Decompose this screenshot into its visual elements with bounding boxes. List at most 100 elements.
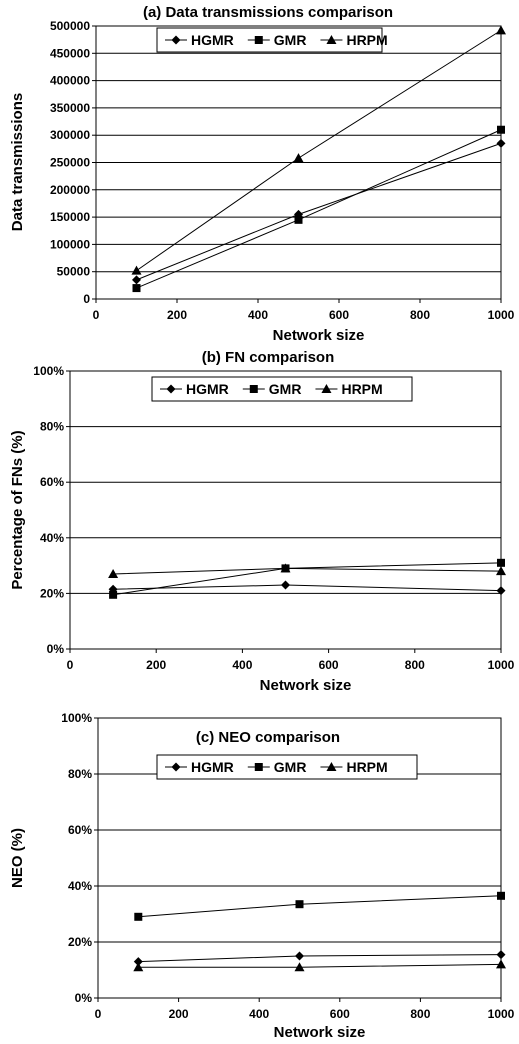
series-line-hgmr (138, 954, 502, 963)
y-tick-label: 60% (40, 475, 64, 489)
data-point-hgmr (132, 275, 141, 285)
legend-marker (166, 384, 176, 394)
y-axis-label: Percentage of FNs (%) (9, 430, 26, 589)
legend-label: GMR (274, 32, 307, 48)
x-tick-label: 0 (67, 658, 74, 672)
legend: HGMR GMR HRPM (151, 376, 413, 402)
chart-title: (c) NEO comparison (196, 729, 340, 746)
y-tick-label: 200000 (50, 183, 90, 197)
chart-panel-1: 0 50000 100000 150000 200000 250000 300000 3500… (9, 4, 515, 344)
x-tick-label: 400 (248, 308, 268, 322)
y-tick-label: 450000 (50, 46, 90, 60)
legend-label: GMR (274, 759, 307, 775)
plot-area-frame (69, 370, 502, 650)
data-point-hgmr (295, 951, 304, 961)
x-tick-label: 800 (410, 1007, 430, 1021)
legend-marker (254, 763, 263, 771)
series-line-gmr (136, 129, 502, 289)
series-line-gmr (113, 562, 502, 596)
x-tick-label: 1000 (488, 1007, 515, 1021)
legend-label: HRPM (341, 381, 382, 397)
y-tick-label: 80% (68, 767, 92, 781)
legend-box (151, 376, 413, 402)
legend-label: HRPM (346, 759, 387, 775)
series-hrpm (133, 959, 506, 972)
y-tick-label: 250000 (50, 156, 90, 170)
x-tick-label: 600 (319, 658, 339, 672)
legend-box (156, 754, 418, 780)
y-axis-label: Data transmissions (9, 93, 26, 231)
plot-area-frame (97, 717, 502, 999)
data-point-hrpm (131, 265, 142, 275)
series-line-hgmr (136, 142, 502, 281)
legend: HGMR GMR HRPM (156, 27, 388, 53)
series-hrpm (131, 25, 506, 275)
legend-label: GMR (269, 381, 302, 397)
y-tick-label: 0% (75, 991, 93, 1005)
data-point-hrpm (294, 962, 305, 972)
x-tick-label: 0 (95, 1007, 102, 1021)
data-point-hgmr (496, 138, 506, 148)
legend-label: HRPM (346, 32, 387, 48)
x-axis-label: Network size (274, 1024, 366, 1039)
data-point-hgmr (133, 957, 143, 967)
y-tick-label: 100000 (50, 237, 90, 251)
data-point-gmr (497, 891, 505, 900)
chart-panel-3: 0% 20% 40% 60% 80% 100% 0 200 400 600 800 1000 HGMR G… (9, 711, 515, 1041)
y-tick-label: 500000 (50, 19, 90, 33)
legend-marker (171, 35, 181, 45)
y-tick-label: 0% (47, 642, 65, 656)
plot-area-frame (95, 25, 502, 300)
data-point-gmr (295, 900, 304, 909)
chart-title: (a) Data transmissions comparison (143, 4, 393, 21)
legend-marker (254, 36, 263, 44)
legend-marker (321, 384, 332, 393)
data-point-hrpm (293, 153, 304, 163)
series-gmr (134, 891, 505, 921)
legend: HGMR GMR HRPM (156, 754, 418, 780)
x-tick-label: 200 (169, 1007, 189, 1021)
data-point-hrpm (496, 25, 506, 35)
x-tick-label: 800 (410, 308, 430, 322)
y-tick-label: 0 (83, 292, 90, 306)
x-tick-label: 400 (249, 1007, 269, 1021)
x-tick-label: 200 (146, 658, 166, 672)
x-axis-label: Network size (273, 327, 365, 344)
data-point-gmr (134, 912, 143, 921)
legend-marker (171, 762, 181, 772)
chart-title: (b) FN comparison (202, 349, 335, 366)
y-tick-label: 80% (40, 420, 64, 434)
series-hgmr (133, 950, 506, 967)
legend-marker (326, 762, 337, 771)
y-tick-label: 300000 (50, 128, 90, 142)
series-gmr (132, 125, 505, 293)
y-tick-label: 40% (68, 879, 92, 893)
x-tick-label: 0 (93, 308, 100, 322)
data-point-hgmr (496, 950, 506, 960)
series-gmr (109, 558, 505, 599)
data-point-hrpm (496, 959, 506, 969)
data-point-gmr (497, 125, 505, 134)
data-point-hgmr (281, 580, 290, 590)
data-point-hrpm (133, 962, 144, 972)
y-tick-label: 400000 (50, 74, 90, 88)
series-line-hrpm (138, 963, 502, 968)
y-tick-label: 20% (40, 586, 64, 600)
x-tick-label: 800 (405, 658, 425, 672)
y-tick-label: 100% (61, 711, 92, 725)
y-tick-label: 20% (68, 935, 92, 949)
legend-label: HGMR (191, 32, 234, 48)
x-axis-label: Network size (260, 677, 352, 694)
chart-panel-2: 0% 20% 40% 60% 80% 100% 0 200 400 600 800 1000 HGMR G… (9, 349, 515, 694)
series-line-hrpm (136, 29, 502, 272)
data-point-hrpm (496, 566, 506, 576)
legend-label: HGMR (191, 759, 234, 775)
legend-marker (326, 35, 337, 44)
y-tick-label: 150000 (50, 210, 90, 224)
y-tick-label: 100% (33, 364, 64, 378)
x-tick-label: 600 (329, 308, 349, 322)
data-point-gmr (497, 558, 505, 567)
y-tick-label: 60% (68, 823, 92, 837)
